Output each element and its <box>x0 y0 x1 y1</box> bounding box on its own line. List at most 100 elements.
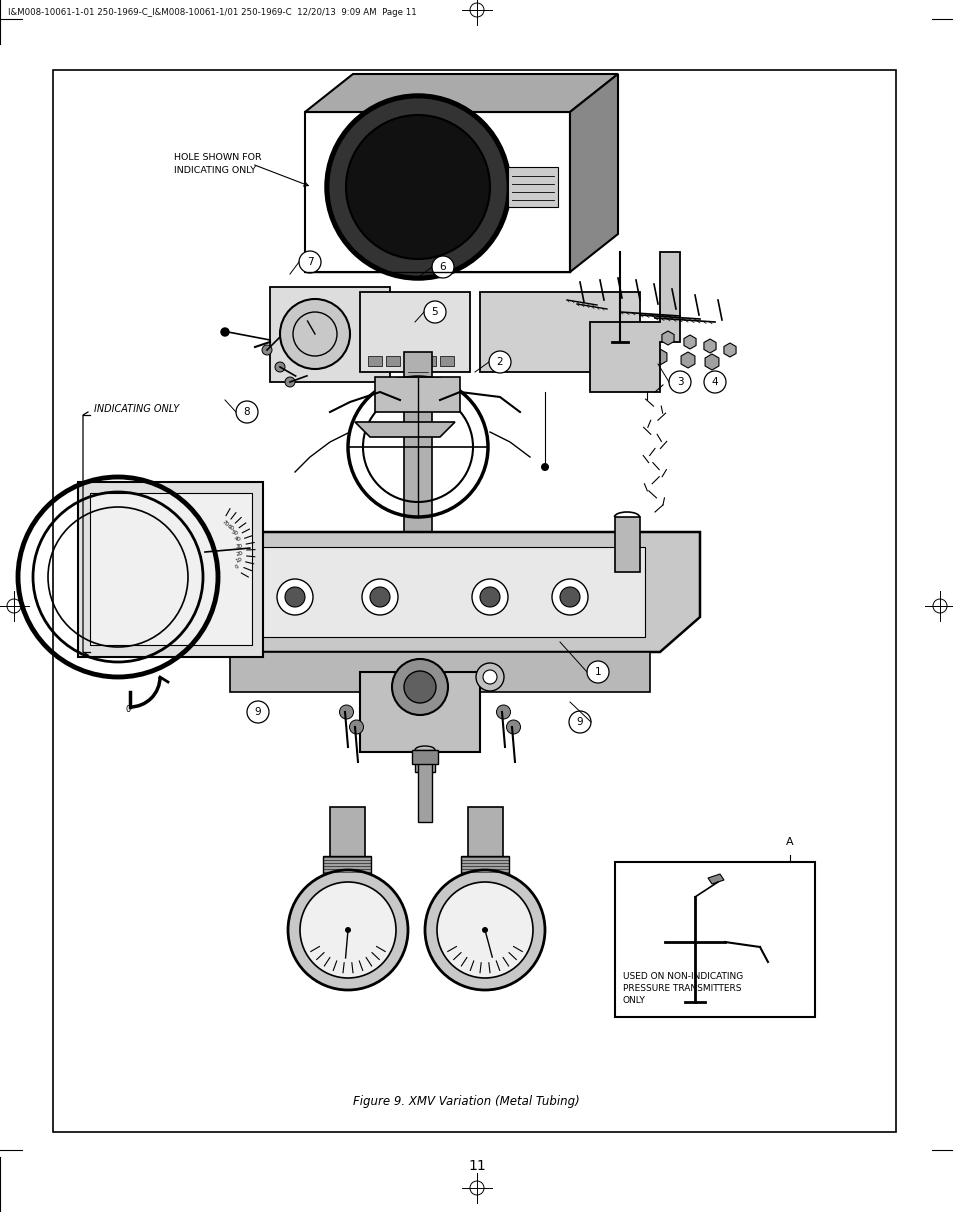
Circle shape <box>703 371 725 393</box>
Bar <box>234 547 644 638</box>
Bar <box>359 292 470 372</box>
Polygon shape <box>653 349 666 365</box>
Polygon shape <box>707 874 723 884</box>
Circle shape <box>345 927 351 933</box>
Text: 30: 30 <box>235 544 243 549</box>
Circle shape <box>221 328 229 336</box>
Text: 1: 1 <box>594 667 600 678</box>
Bar <box>323 856 371 874</box>
Polygon shape <box>230 652 649 692</box>
Bar <box>417 762 432 822</box>
Polygon shape <box>703 339 716 353</box>
Circle shape <box>506 720 520 734</box>
Text: I&M008-10061-1-01 250-1969-C_I&M008-10061-1/01 250-1969-C  12/20/13  9:09 AM  Pa: I&M008-10061-1-01 250-1969-C_I&M008-1006… <box>8 8 416 17</box>
Bar <box>359 671 479 751</box>
Bar <box>403 351 432 532</box>
Text: 10: 10 <box>234 556 243 564</box>
Circle shape <box>288 870 408 990</box>
Circle shape <box>285 377 294 387</box>
Bar <box>90 493 252 645</box>
Text: 7: 7 <box>306 257 313 267</box>
Polygon shape <box>479 292 639 391</box>
Polygon shape <box>683 335 696 349</box>
Text: 9: 9 <box>254 707 261 718</box>
Text: 9: 9 <box>576 718 582 727</box>
Bar <box>78 482 263 657</box>
Circle shape <box>668 371 690 393</box>
Text: HOLE SHOWN FOR
INDICATING ONLY: HOLE SHOWN FOR INDICATING ONLY <box>173 153 261 175</box>
Circle shape <box>349 720 363 734</box>
Bar <box>403 356 417 366</box>
Text: 3: 3 <box>676 377 682 387</box>
Circle shape <box>568 711 590 733</box>
Circle shape <box>432 256 454 278</box>
Polygon shape <box>180 532 700 652</box>
Bar <box>439 356 454 366</box>
Circle shape <box>392 659 448 715</box>
Polygon shape <box>661 331 674 345</box>
Circle shape <box>436 882 533 978</box>
Polygon shape <box>569 74 618 271</box>
Polygon shape <box>723 343 736 358</box>
Text: USED ON NON-INDICATING
PRESSURE TRANSMITTERS
ONLY: USED ON NON-INDICATING PRESSURE TRANSMIT… <box>622 972 742 1005</box>
Circle shape <box>586 661 608 684</box>
Bar <box>421 356 436 366</box>
Text: 70: 70 <box>220 519 229 527</box>
Polygon shape <box>680 351 694 368</box>
Text: 60: 60 <box>226 524 234 532</box>
Circle shape <box>235 401 257 423</box>
Bar <box>615 518 639 572</box>
Bar <box>270 287 390 382</box>
Circle shape <box>299 882 395 978</box>
Bar <box>615 862 814 1017</box>
Bar <box>460 856 509 874</box>
Circle shape <box>479 587 499 607</box>
Polygon shape <box>589 252 679 391</box>
Bar <box>386 356 399 366</box>
Circle shape <box>274 362 285 372</box>
Text: INDICATING ONLY: INDICATING ONLY <box>94 404 179 415</box>
Bar <box>507 167 558 207</box>
Circle shape <box>481 927 488 933</box>
Bar <box>375 377 459 412</box>
Circle shape <box>482 670 497 684</box>
Circle shape <box>339 705 354 719</box>
Circle shape <box>476 663 503 691</box>
Text: 11: 11 <box>468 1159 485 1173</box>
Circle shape <box>489 351 511 373</box>
Text: 5: 5 <box>432 307 437 318</box>
Bar <box>330 807 365 862</box>
Circle shape <box>472 579 507 614</box>
Text: 50: 50 <box>231 530 238 537</box>
Text: Figure 9. XMV Variation (Metal Tubing): Figure 9. XMV Variation (Metal Tubing) <box>353 1096 579 1109</box>
Text: 8: 8 <box>243 407 250 417</box>
Text: 40: 40 <box>233 537 241 543</box>
Circle shape <box>247 701 269 724</box>
Circle shape <box>285 587 305 607</box>
Text: 2: 2 <box>497 358 503 367</box>
Polygon shape <box>355 422 455 438</box>
Circle shape <box>496 705 510 719</box>
Bar <box>368 356 381 366</box>
Circle shape <box>280 299 350 368</box>
Circle shape <box>328 97 507 278</box>
Text: 4: 4 <box>711 377 718 387</box>
Polygon shape <box>305 112 569 271</box>
Text: 6: 6 <box>439 262 446 271</box>
Circle shape <box>552 579 587 614</box>
Bar <box>53 70 895 1132</box>
Circle shape <box>361 579 397 614</box>
Circle shape <box>370 587 390 607</box>
Polygon shape <box>704 354 719 370</box>
Circle shape <box>540 463 548 471</box>
Bar <box>415 750 435 772</box>
Circle shape <box>298 251 320 273</box>
Text: 0: 0 <box>233 564 239 570</box>
Circle shape <box>276 579 313 614</box>
Circle shape <box>423 301 446 324</box>
Circle shape <box>424 870 544 990</box>
Text: 0: 0 <box>125 705 131 714</box>
Bar <box>412 750 437 764</box>
Text: A: A <box>785 837 793 847</box>
Circle shape <box>262 345 272 355</box>
